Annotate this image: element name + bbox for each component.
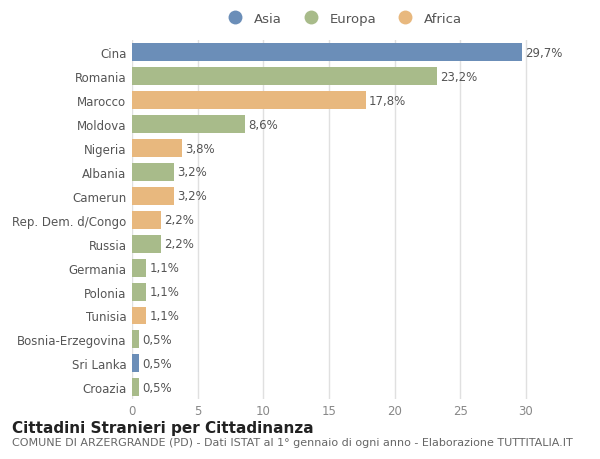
Text: 29,7%: 29,7% [525, 47, 562, 60]
Text: 2,2%: 2,2% [164, 214, 194, 227]
Text: 3,2%: 3,2% [177, 190, 207, 203]
Text: 8,6%: 8,6% [248, 118, 278, 131]
Bar [132, 116, 245, 134]
Bar [132, 354, 139, 373]
Text: 23,2%: 23,2% [440, 71, 477, 84]
Legend: Asia, Europa, Africa: Asia, Europa, Africa [217, 8, 467, 31]
Bar [132, 330, 139, 349]
Text: 0,5%: 0,5% [142, 357, 172, 370]
Text: 0,5%: 0,5% [142, 333, 172, 346]
Text: 3,8%: 3,8% [185, 142, 215, 155]
Bar [132, 283, 146, 301]
Bar [132, 44, 522, 62]
Text: 3,2%: 3,2% [177, 166, 207, 179]
Text: COMUNE DI ARZERGRANDE (PD) - Dati ISTAT al 1° gennaio di ogni anno - Elaborazion: COMUNE DI ARZERGRANDE (PD) - Dati ISTAT … [12, 437, 573, 447]
Bar [132, 307, 146, 325]
Text: 1,1%: 1,1% [150, 309, 179, 322]
Text: 0,5%: 0,5% [142, 381, 172, 394]
Text: 1,1%: 1,1% [150, 285, 179, 298]
Text: 1,1%: 1,1% [150, 262, 179, 274]
Bar [132, 92, 365, 110]
Bar [132, 68, 437, 86]
Bar [132, 140, 182, 157]
Bar [132, 187, 174, 205]
Bar [132, 164, 174, 181]
Bar [132, 259, 146, 277]
Bar [132, 378, 139, 396]
Text: 2,2%: 2,2% [164, 238, 194, 251]
Bar [132, 235, 161, 253]
Text: 17,8%: 17,8% [369, 95, 406, 107]
Bar [132, 211, 161, 229]
Text: Cittadini Stranieri per Cittadinanza: Cittadini Stranieri per Cittadinanza [12, 420, 314, 435]
